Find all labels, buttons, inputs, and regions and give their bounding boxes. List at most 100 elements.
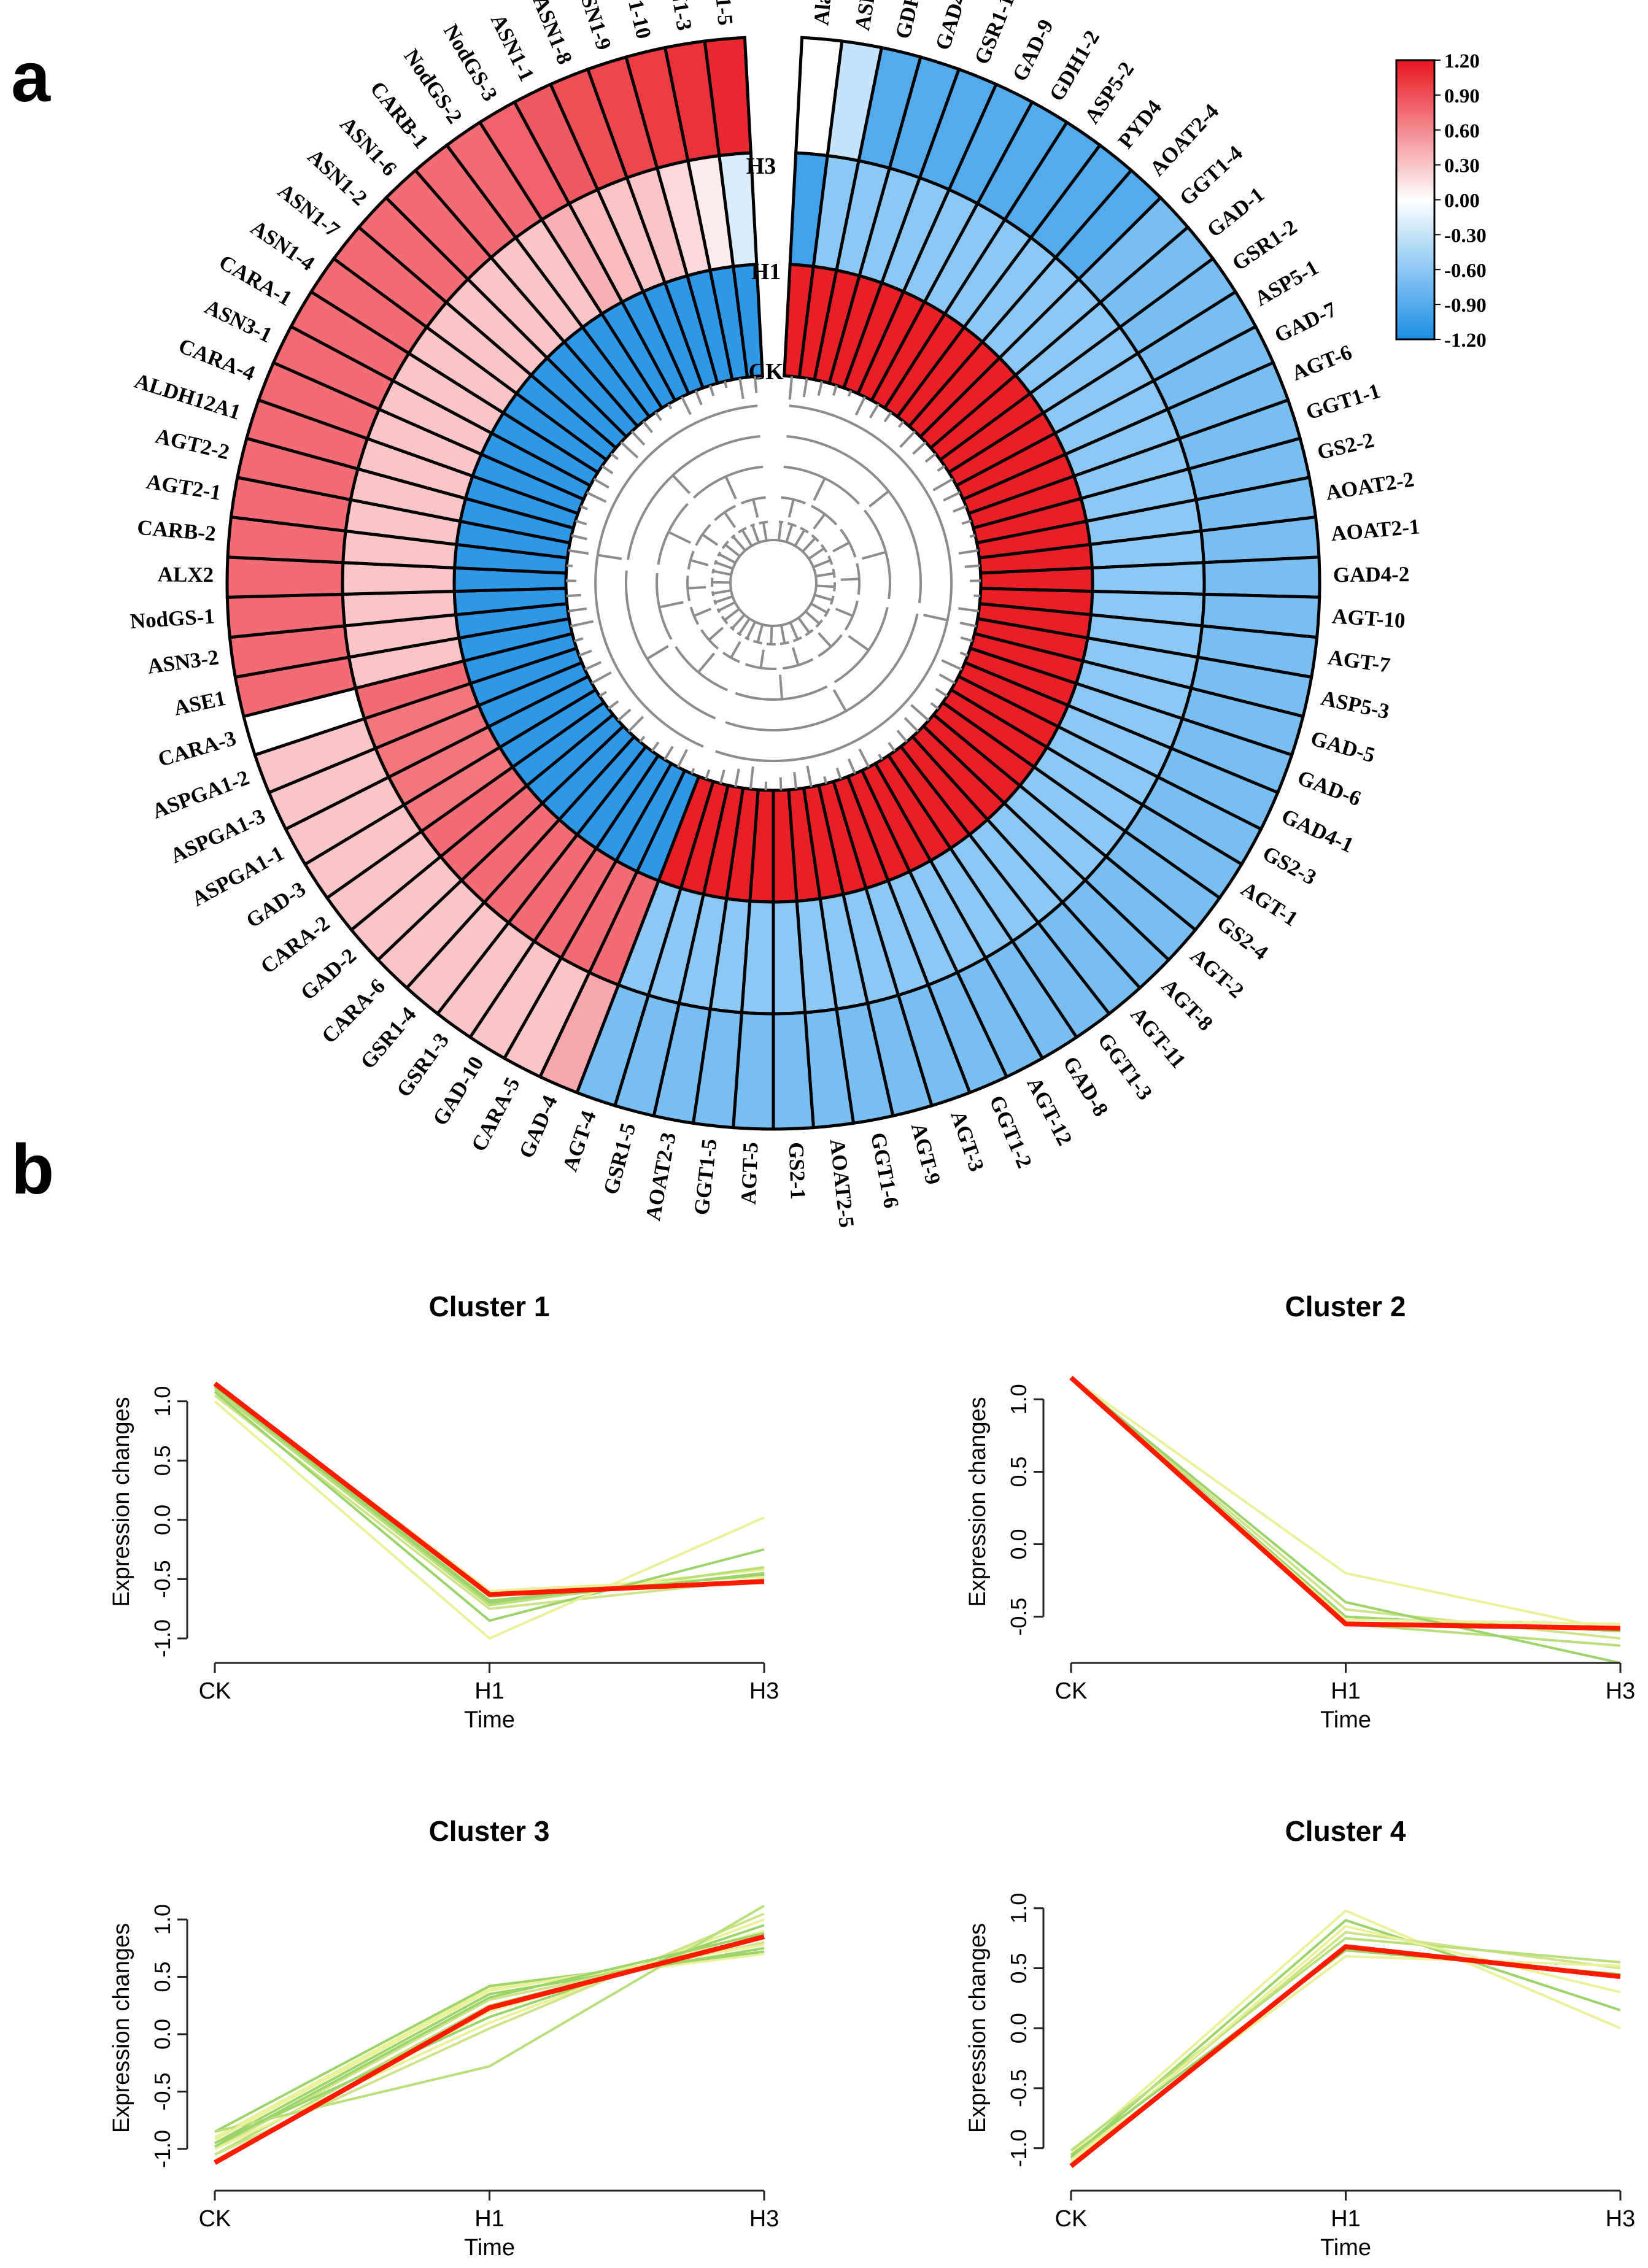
gene-label: ALDH12A1 [132,369,244,425]
colorbar-tick-label: 0.00 [1444,190,1480,212]
dendrogram-branch [697,652,716,673]
dendrogram-branch [883,411,892,423]
dendrogram-branch [764,781,768,790]
gene-label: ASN1-8 [528,0,577,68]
dendrogram-branch [693,608,712,617]
panel-label-b: b [11,1130,54,1209]
gene-label: GAD4-1 [1278,804,1357,857]
dendrogram-branch [848,634,870,652]
dendrogram-branch [802,537,816,553]
gene-label: AGT-1 [1237,877,1302,931]
dendrogram-branch [827,555,834,565]
dendrogram-branch [899,430,916,448]
gene-label: GS2-1 [784,1142,810,1200]
dendrogram-branch [627,716,644,733]
member-series-line [1070,1949,1621,2157]
y-tick-label: 1.0 [150,1386,175,1417]
dendrogram-branch [749,766,754,790]
gene-label: GAD-8 [1058,1052,1113,1121]
dendrogram-branch [816,584,835,588]
dendrogram-branch [779,674,783,700]
dendrogram-branch [961,519,972,525]
gene-label: NodGS-1 [130,604,215,633]
ring-label: CK [749,359,784,385]
colorbar-tick-label: 1.20 [1444,50,1480,72]
dendrogram-branch [810,603,828,614]
dendrogram-branch [667,403,673,410]
x-axis-label: Time [1320,1707,1371,1733]
member-series-line [214,1953,765,2139]
dendrogram-branch [639,736,646,743]
y-tick-label: 0.0 [150,2019,175,2050]
dendrogram-branch [835,608,854,617]
y-tick-label: -0.5 [150,1560,175,1598]
gene-label: AGT-12 [1022,1073,1077,1149]
dendrogram-branch [659,601,684,609]
dendrogram-branch [813,477,826,501]
y-tick-label: -1.0 [1006,2129,1031,2167]
dendrogram-branch [681,396,692,415]
dendrogram-branch [627,435,760,560]
dendrogram-branch [654,411,662,422]
dendrogram-branch [957,607,980,612]
ring-label: H1 [751,259,781,285]
gene-label: AGT-8 [1157,974,1218,1035]
gene-label: GAD-3 [242,877,310,933]
dendrogram-branch [856,563,861,595]
dendrogram-branch [805,629,814,636]
gene-label: AGT-7 [1326,645,1391,677]
dendrogram-branch [793,771,798,790]
x-tick-label: H1 [1331,1678,1361,1704]
dendrogram-branch [959,651,969,657]
dendrogram-branch [715,404,953,763]
dendrogram-branch [624,570,716,720]
dendrogram-branch [829,595,835,605]
dendrogram-branch [802,378,808,398]
gene-label: AOAT2-3 [641,1130,681,1222]
circular-heatmap: AlaAT1ASP3GDH1-1GAD4-3GSR1-1GAD-9GDH1-2A… [130,0,1421,1229]
dendrogram-branch [770,625,773,644]
dendrogram-branch [723,380,728,388]
dendrogram-branch [601,465,614,474]
gene-label: AGT-2 [1186,944,1248,1003]
dendrogram-branch [617,708,632,722]
dendrogram-branch [868,490,889,507]
dendrogram-branch [787,499,795,518]
gene-label: AOAT2-2 [1324,467,1416,504]
mean-series-line [214,1934,765,2165]
gene-label: ASE1 [171,686,228,720]
dendrogram-branch [969,534,976,538]
dendrogram-branch [715,561,733,570]
dendrogram-branch [567,607,587,612]
x-tick-label: H1 [474,2206,505,2232]
dendrogram-branch [896,730,908,743]
dendrogram-branch [824,608,830,617]
member-series-line [1070,1925,1621,2164]
dendrogram-branch [713,569,732,576]
x-tick-label: H3 [749,2206,780,2232]
y-tick-label: -0.5 [1006,2069,1031,2107]
dendrogram-branch [570,620,594,628]
dendrogram-branch [566,593,581,598]
gene-label: AGT-5 [737,1142,763,1205]
dendrogram-branch [958,549,979,555]
dendrogram-branch [573,637,584,642]
gene-label: ALX2 [158,562,214,587]
dendrogram-branch [610,452,619,460]
chart-title: Cluster 3 [429,1815,550,1847]
colorbar-tick-label: -0.90 [1444,295,1487,317]
gene-label: GGT1-1 [1303,379,1383,425]
heatmap-cell [772,1011,816,1131]
dendrogram-branch [675,646,728,692]
x-axis-label: Time [464,1707,515,1733]
dendrogram-branch [734,768,740,787]
gene-label: GS2-3 [1259,841,1321,890]
dendrogram-branch [741,529,753,547]
dendrogram-branch [813,513,826,530]
dendrogram-branch [923,614,948,622]
dendrogram-branch [713,560,718,565]
y-tick-label: -0.5 [1006,1598,1031,1636]
colorbar: 1.20 0.90 0.60 0.30 0.00 -0.30 -0.60 -0.90 -1.20 [1395,50,1487,352]
dendrogram-branch [753,376,758,393]
gene-label: ASN1-10 [613,0,656,41]
